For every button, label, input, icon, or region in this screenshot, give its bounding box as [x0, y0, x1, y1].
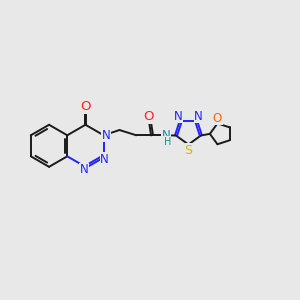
- Text: H: H: [164, 136, 171, 147]
- Text: N: N: [102, 129, 111, 142]
- Text: N: N: [162, 129, 171, 142]
- Text: O: O: [213, 112, 222, 125]
- Text: O: O: [80, 100, 91, 113]
- Text: N: N: [100, 153, 109, 166]
- Text: N: N: [80, 164, 89, 176]
- Text: N: N: [174, 110, 183, 123]
- Text: O: O: [144, 110, 154, 124]
- Text: N: N: [194, 110, 203, 123]
- Text: S: S: [184, 144, 192, 157]
